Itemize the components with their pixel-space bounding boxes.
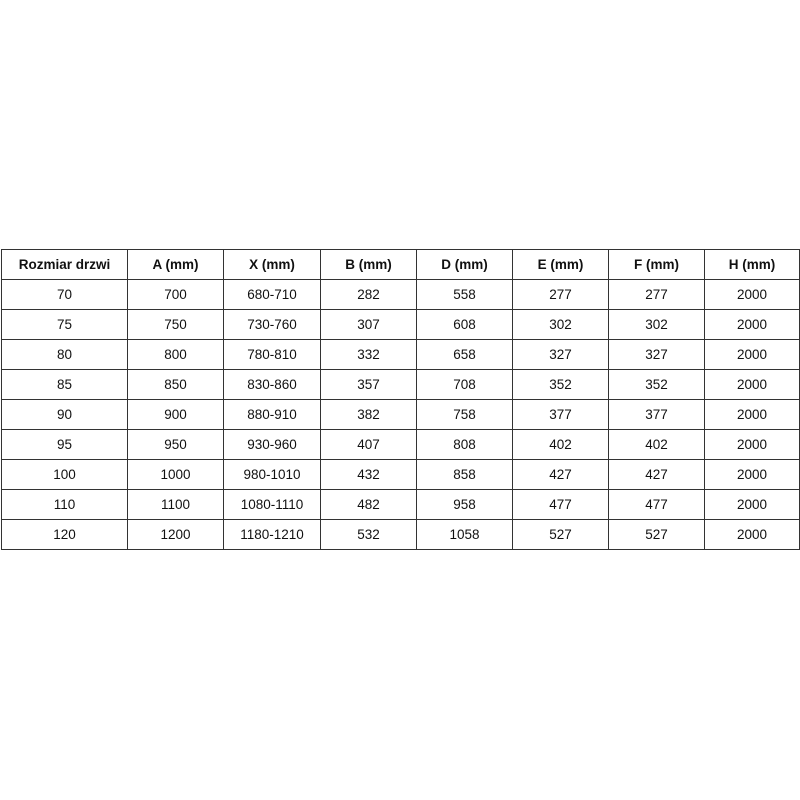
table-cell: 377 <box>512 399 609 430</box>
table-row: 110 1100 1080-1110 482 958 477 477 2000 <box>1 489 800 520</box>
table-cell: 680-710 <box>223 279 321 310</box>
table-cell: 1080-1110 <box>223 489 321 520</box>
header-row: Rozmiar drzwi A (mm) X (mm) B (mm) D (mm) E (… <box>1 249 800 280</box>
table-cell: 532 <box>320 519 417 550</box>
table-cell: 432 <box>320 459 417 490</box>
dimensions-table: Rozmiar drzwi A (mm) X (mm) B (mm) D (mm) E (… <box>1 249 800 550</box>
table-cell: 95 <box>1 429 128 460</box>
table-cell: 282 <box>320 279 417 310</box>
column-header: A (mm) <box>127 249 224 280</box>
table-cell: 352 <box>608 369 705 400</box>
table-cell: 110 <box>1 489 128 520</box>
table-cell: 2000 <box>704 309 800 340</box>
table-cell: 277 <box>608 279 705 310</box>
table-cell: 402 <box>608 429 705 460</box>
table-cell: 900 <box>127 399 224 430</box>
table-row: 100 1000 980-1010 432 858 427 427 2000 <box>1 459 800 490</box>
table-cell: 1180-1210 <box>223 519 321 550</box>
table-cell: 427 <box>512 459 609 490</box>
table-cell: 332 <box>320 339 417 370</box>
table-cell: 558 <box>416 279 513 310</box>
table-cell: 730-760 <box>223 309 321 340</box>
table-row: 85 850 830-860 357 708 352 352 2000 <box>1 369 800 400</box>
table-cell: 100 <box>1 459 128 490</box>
table-row: 80 800 780-810 332 658 327 327 2000 <box>1 339 800 370</box>
table-cell: 850 <box>127 369 224 400</box>
table-cell: 1200 <box>127 519 224 550</box>
table-row: 70 700 680-710 282 558 277 277 2000 <box>1 279 800 310</box>
column-header: X (mm) <box>223 249 321 280</box>
table-cell: 1100 <box>127 489 224 520</box>
table-row: 95 950 930-960 407 808 402 402 2000 <box>1 429 800 460</box>
table-cell: 750 <box>127 309 224 340</box>
table-cell: 758 <box>416 399 513 430</box>
table-cell: 277 <box>512 279 609 310</box>
table-cell: 482 <box>320 489 417 520</box>
table-cell: 477 <box>608 489 705 520</box>
table-cell: 327 <box>608 339 705 370</box>
table-cell: 357 <box>320 369 417 400</box>
table-cell: 90 <box>1 399 128 430</box>
column-header: H (mm) <box>704 249 800 280</box>
table-row: 75 750 730-760 307 608 302 302 2000 <box>1 309 800 340</box>
table-cell: 120 <box>1 519 128 550</box>
table-cell: 302 <box>512 309 609 340</box>
table-cell: 2000 <box>704 399 800 430</box>
table-cell: 700 <box>127 279 224 310</box>
table-cell: 85 <box>1 369 128 400</box>
column-header: B (mm) <box>320 249 417 280</box>
table-cell: 2000 <box>704 489 800 520</box>
table-cell: 527 <box>512 519 609 550</box>
column-header: E (mm) <box>512 249 609 280</box>
table-cell: 880-910 <box>223 399 321 430</box>
table-cell: 427 <box>608 459 705 490</box>
table-cell: 327 <box>512 339 609 370</box>
table-cell: 2000 <box>704 339 800 370</box>
table-cell: 2000 <box>704 519 800 550</box>
table-cell: 302 <box>608 309 705 340</box>
table-cell: 477 <box>512 489 609 520</box>
table-row: 120 1200 1180-1210 532 1058 527 527 2000 <box>1 519 800 550</box>
table-cell: 80 <box>1 339 128 370</box>
table-cell: 858 <box>416 459 513 490</box>
table-cell: 527 <box>608 519 705 550</box>
table-cell: 808 <box>416 429 513 460</box>
table-cell: 830-860 <box>223 369 321 400</box>
table-row: 90 900 880-910 382 758 377 377 2000 <box>1 399 800 430</box>
table-cell: 958 <box>416 489 513 520</box>
table-cell: 780-810 <box>223 339 321 370</box>
table-cell: 930-960 <box>223 429 321 460</box>
table-cell: 708 <box>416 369 513 400</box>
table-cell: 2000 <box>704 459 800 490</box>
column-header: F (mm) <box>608 249 705 280</box>
table-cell: 1000 <box>127 459 224 490</box>
table-cell: 658 <box>416 339 513 370</box>
column-header: D (mm) <box>416 249 513 280</box>
table-cell: 307 <box>320 309 417 340</box>
column-header: Rozmiar drzwi <box>1 249 128 280</box>
table-cell: 377 <box>608 399 705 430</box>
table-cell: 2000 <box>704 369 800 400</box>
table-cell: 608 <box>416 309 513 340</box>
table-cell: 2000 <box>704 279 800 310</box>
table-cell: 402 <box>512 429 609 460</box>
table-cell: 1058 <box>416 519 513 550</box>
table-cell: 800 <box>127 339 224 370</box>
table-cell: 980-1010 <box>223 459 321 490</box>
table-cell: 70 <box>1 279 128 310</box>
table-cell: 352 <box>512 369 609 400</box>
table-cell: 382 <box>320 399 417 430</box>
table-cell: 2000 <box>704 429 800 460</box>
table-cell: 407 <box>320 429 417 460</box>
table-cell: 75 <box>1 309 128 340</box>
table-cell: 950 <box>127 429 224 460</box>
